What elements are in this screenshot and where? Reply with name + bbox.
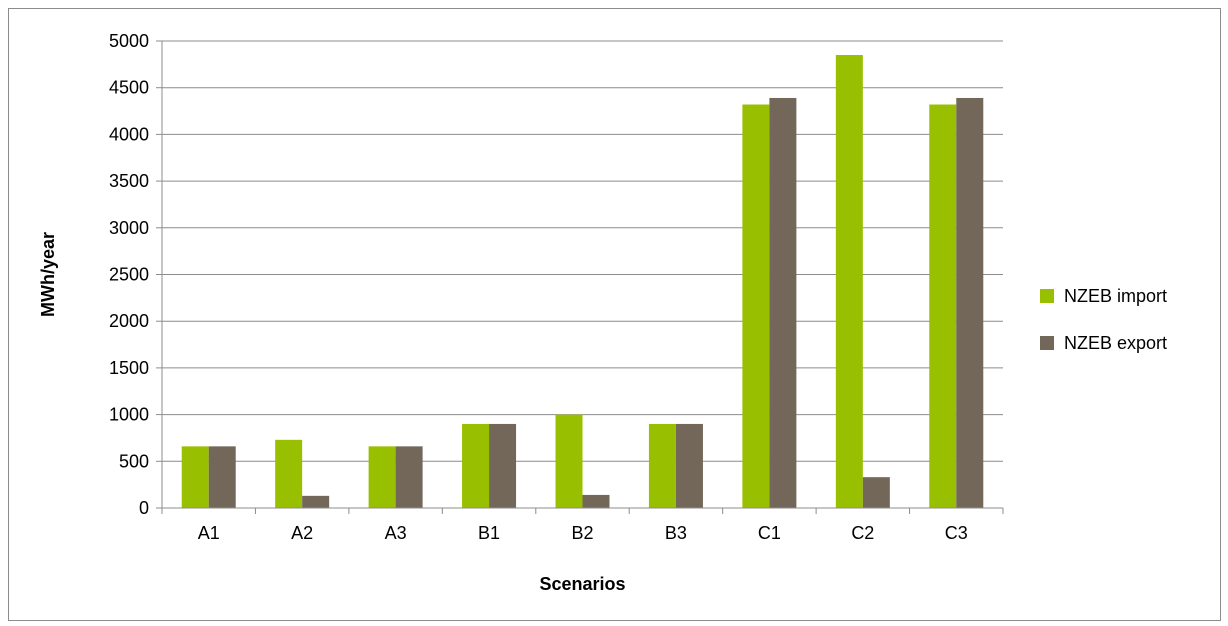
- legend: NZEB import NZEB export: [1040, 286, 1167, 353]
- bar-nzeb-export-b2: [582, 494, 610, 508]
- bar-nzeb-export-a1: [208, 446, 236, 508]
- bar-nzeb-import-c2: [835, 55, 863, 508]
- axes: 0 500 1000 1500 2000 2500 3000 3500 4000 4500 5000…: [109, 31, 1004, 543]
- x-tick-label: C3: [945, 523, 968, 543]
- y-tick-label: 4500: [109, 78, 149, 98]
- bar-nzeb-import-b3: [648, 423, 676, 508]
- y-axis-title: MWh/year: [38, 232, 58, 317]
- legend-label: NZEB export: [1064, 333, 1167, 353]
- bar-nzeb-import-a2: [275, 439, 303, 508]
- y-tick-label: 4000: [109, 124, 149, 144]
- y-tick-label: 0: [139, 498, 149, 518]
- bar-nzeb-import-a3: [368, 446, 396, 508]
- bar-nzeb-import-c1: [742, 104, 770, 509]
- chart-frame: [8, 8, 1221, 621]
- y-tick-label: 1500: [109, 358, 149, 378]
- y-tick-label: 2500: [109, 265, 149, 285]
- y-tick-label: 5000: [109, 31, 149, 51]
- bar-nzeb-import-b1: [462, 423, 490, 508]
- x-tick-label: C1: [758, 523, 781, 543]
- bar-nzeb-export-c2: [862, 477, 890, 508]
- y-tick-label: 3000: [109, 218, 149, 238]
- bar-nzeb-import-b2: [555, 414, 583, 508]
- x-tick-label: C2: [851, 523, 874, 543]
- x-tick-label: B3: [665, 523, 687, 543]
- bar-nzeb-import-c3: [929, 104, 957, 509]
- y-tick-label: 2000: [109, 311, 149, 331]
- bar-nzeb-export-b1: [489, 423, 517, 508]
- x-tick-label: B1: [478, 523, 500, 543]
- x-tick-label: A2: [291, 523, 313, 543]
- bar-nzeb-export-b3: [675, 423, 703, 508]
- bar-nzeb-import-a1: [181, 446, 209, 508]
- y-tick-label: 1000: [109, 405, 149, 425]
- x-axis-title: Scenarios: [539, 574, 625, 594]
- bar-nzeb-export-a2: [302, 495, 330, 508]
- legend-swatch: [1040, 289, 1054, 303]
- bar-nzeb-export-a3: [395, 446, 423, 508]
- legend-label: NZEB import: [1064, 286, 1167, 306]
- y-tick-label: 3500: [109, 171, 149, 191]
- x-tick-label: A1: [198, 523, 220, 543]
- y-tick-label: 500: [119, 451, 149, 471]
- gridlines: [162, 40, 1003, 462]
- bars: [181, 55, 984, 509]
- bar-nzeb-export-c3: [956, 97, 984, 508]
- bar-nzeb-export-c1: [769, 97, 797, 508]
- x-tick-label: B2: [571, 523, 593, 543]
- legend-swatch: [1040, 336, 1054, 350]
- x-tick-label: A3: [385, 523, 407, 543]
